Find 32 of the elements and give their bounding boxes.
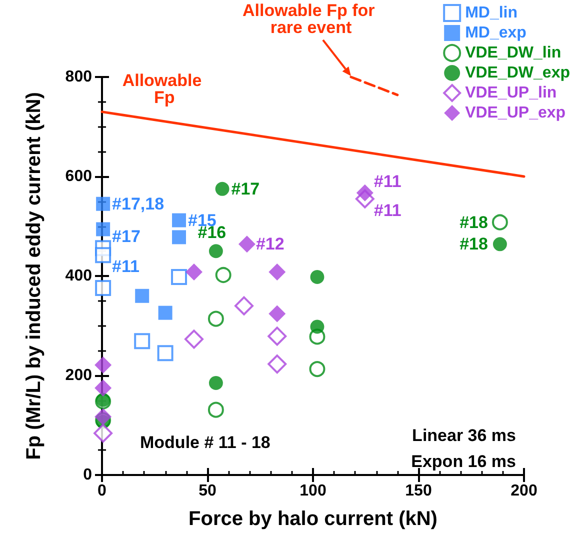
x-tick-label: 100 — [300, 482, 326, 500]
x-axis-title: Force by halo current (kN) — [188, 508, 438, 530]
annotation: #11 — [374, 172, 402, 191]
y-tick-label: 0 — [83, 466, 92, 484]
legend-label: VDE_DW_exp — [465, 64, 570, 82]
legend-label: MD_exp — [465, 24, 527, 42]
annotation: Linear 36 ms — [412, 426, 516, 445]
x-tick-label: 150 — [405, 482, 432, 500]
annotation: #18 — [460, 212, 488, 232]
text: Allowable Fp for rare event — [242, 1, 380, 37]
y-tick-label: 600 — [65, 168, 92, 185]
annotation: #17 — [231, 179, 260, 198]
series-label: Allowable Fp — [122, 70, 202, 107]
y-tick-label: 400 — [65, 268, 92, 284]
legend-label: VDE_DW_lin — [465, 44, 562, 62]
annotation: #18 — [460, 234, 488, 254]
legend-label: MD_lin — [465, 4, 518, 22]
x-tick-label: 200 — [510, 482, 538, 500]
annotation: #12 — [256, 234, 284, 254]
annotation: Module # 11 - 18 — [140, 433, 270, 452]
x-tick-label: 50 — [198, 482, 216, 500]
y-axis-title: Fp (Mr/L) by induced eddy current (kN) — [23, 92, 45, 460]
annotation: #11 — [374, 200, 402, 220]
legend-label: VDE_UP_exp — [465, 104, 566, 122]
y-tick-label: 800 — [65, 68, 92, 86]
annotation: Expon 16 ms — [411, 452, 516, 471]
annotation: #17,18 — [112, 194, 164, 214]
annotation: #11 — [112, 257, 140, 276]
x-tick-label: 0 — [98, 482, 107, 500]
y-tick-label: 200 — [65, 367, 92, 384]
annotation: #17 — [112, 227, 140, 246]
legend-label: VDE_UP_lin — [465, 84, 557, 102]
